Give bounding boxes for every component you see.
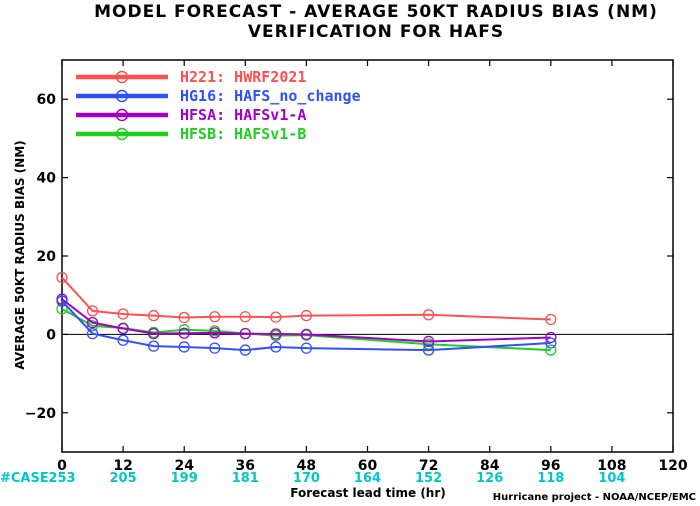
data-point [147,327,160,340]
x-tick-label: 84 [480,458,500,474]
data-point [86,320,99,332]
x-tick-label: 36 [236,458,255,474]
data-point [422,335,435,348]
case-count: 199 [171,471,198,486]
data-point [86,327,99,340]
x-tick-label: 120 [658,458,687,474]
y-tick-label: 60 [37,92,57,108]
data-point [545,344,557,356]
legend-swatch-marker [115,127,129,141]
data-point [86,305,99,317]
data-point [178,327,190,339]
x-tick-label: 60 [358,458,378,474]
data-point [178,324,190,336]
data-point [270,341,282,353]
case-count: 152 [415,471,442,486]
legend-entry: HFSB: HAFSv1-B [180,125,306,143]
data-point [117,322,129,335]
data-point [300,309,313,322]
data-point [239,327,251,340]
data-point [209,311,221,323]
plot-frame [61,59,674,453]
data-point [545,337,557,349]
case-count: 164 [354,471,381,486]
data-point [300,328,313,341]
data-point [178,341,190,353]
legend-swatch-marker [115,108,129,122]
x-tick-label: 0 [57,458,67,474]
series-line [61,298,551,343]
x-tick-label: 12 [113,458,132,474]
legend-entry: H221: HWRF2021 [180,68,306,86]
y-tick-label: −20 [25,406,56,422]
data-point [147,309,160,322]
data-point [422,309,435,321]
data-point [239,311,251,323]
x-tick-label: 96 [541,458,560,474]
data-point [270,311,282,323]
data-point [178,311,190,324]
y-tick-label: 20 [37,249,57,265]
case-count: 126 [476,471,503,486]
x-axis-label: Forecast lead time (hr) [290,486,446,500]
x-tick-label: 72 [419,458,438,474]
x-tick-label: 24 [174,458,194,474]
data-point [209,327,221,339]
y-tick-label: 40 [37,171,57,187]
case-count: 205 [110,471,137,486]
case-label: #CASE [0,471,49,486]
legend-swatch-marker [115,89,129,103]
data-point [422,344,435,356]
series-line [61,300,551,352]
legend-entry: HFSA: HAFSv1-A [180,106,306,124]
data-point [117,308,129,320]
data-point [300,342,313,354]
data-point [117,334,129,346]
data-point [86,316,99,329]
data-point [270,328,282,340]
case-count: 170 [293,471,320,486]
data-point [545,331,557,344]
y-tick-label: 0 [46,327,56,343]
x-tick-label: 48 [297,458,316,474]
data-point [147,340,160,352]
data-point [56,295,68,307]
credit-text: Hurricane project - NOAA/NCEP/EMC [493,492,696,503]
y-axis-label: AVERAGE 50KT RADIUS BIAS (NM) [13,140,27,369]
chart-subtitle: VERIFICATION FOR HAFS [248,22,504,42]
data-point [209,342,221,354]
data-point [56,271,68,284]
data-point [239,344,251,356]
case-count: 181 [232,471,259,486]
legend-entry: HG16: HAFS_no_change [180,87,361,105]
case-count: 253 [48,471,75,486]
case-count: 104 [598,471,625,486]
series-line [61,276,551,321]
chart-title: MODEL FORECAST - AVERAGE 50KT RADIUS BIA… [94,2,658,22]
legend-swatch-marker [115,70,129,84]
data-point [545,313,557,326]
case-count: 118 [537,471,564,486]
x-tick-label: 108 [597,458,626,474]
